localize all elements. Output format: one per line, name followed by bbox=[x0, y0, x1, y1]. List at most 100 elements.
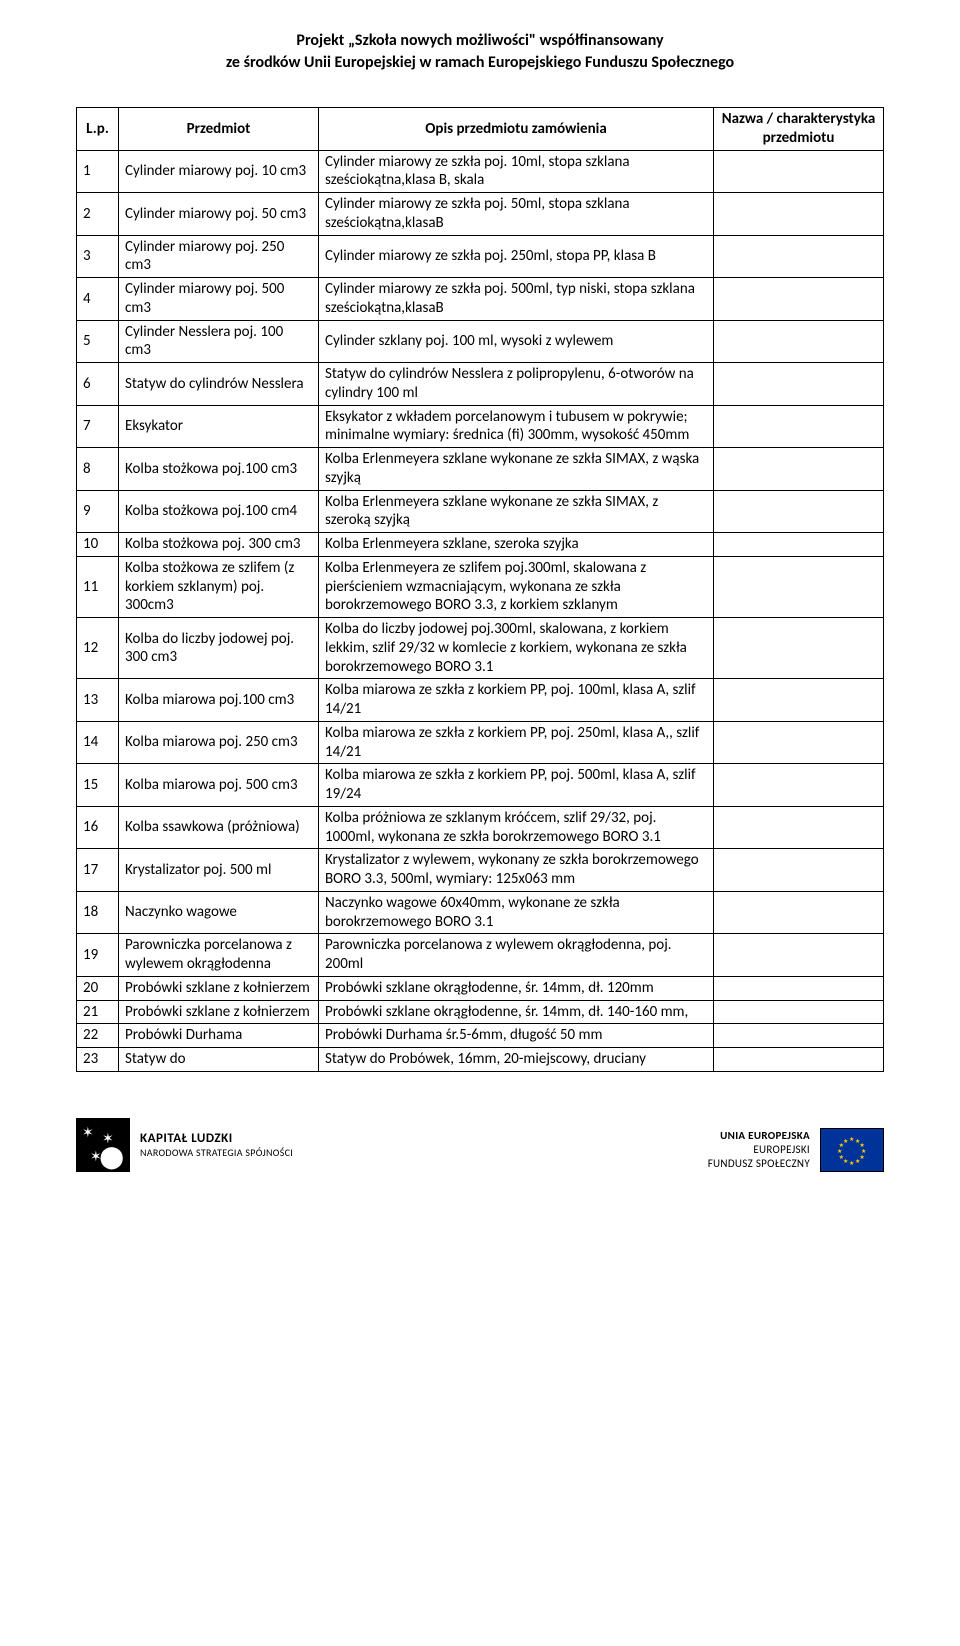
cell-lp: 10 bbox=[77, 533, 119, 557]
cell-lp: 18 bbox=[77, 891, 119, 934]
cell-subject: Cylinder Nesslera poj. 100 cm3 bbox=[119, 320, 319, 363]
footer-left-line1: KAPITAŁ LUDZKI bbox=[140, 1132, 293, 1147]
cell-subject: Krystalizator poj. 500 ml bbox=[119, 849, 319, 892]
cell-description: Cylinder miarowy ze szkła poj. 250ml, st… bbox=[319, 235, 714, 278]
cell-subject: Kolba stożkowa poj. 300 cm3 bbox=[119, 533, 319, 557]
cell-name bbox=[714, 556, 884, 617]
cell-lp: 9 bbox=[77, 490, 119, 533]
cell-subject: Kolba miarowa poj. 500 cm3 bbox=[119, 764, 319, 807]
cell-name bbox=[714, 1024, 884, 1048]
cell-lp: 8 bbox=[77, 448, 119, 491]
cell-name bbox=[714, 934, 884, 977]
cell-description: Eksykator z wkładem porcelanowym i tubus… bbox=[319, 405, 714, 448]
table-row: 20Probówki szklane z kołnierzemProbówki … bbox=[77, 976, 884, 1000]
cell-lp: 19 bbox=[77, 934, 119, 977]
cell-name bbox=[714, 448, 884, 491]
table-row: 8Kolba stożkowa poj.100 cm3Kolba Erlenme… bbox=[77, 448, 884, 491]
cell-lp: 12 bbox=[77, 618, 119, 679]
document-header: Projekt „Szkoła nowych możliwości" współ… bbox=[76, 30, 884, 73]
cell-description: Probówki szklane okrągłodenne, śr. 14mm,… bbox=[319, 976, 714, 1000]
cell-name bbox=[714, 618, 884, 679]
table-row: 4Cylinder miarowy poj. 500 cm3Cylinder m… bbox=[77, 278, 884, 321]
footer-right-line1: UNIA EUROPEJSKA bbox=[708, 1129, 810, 1143]
table-row: 21Probówki szklane z kołnierzemProbówki … bbox=[77, 1000, 884, 1024]
cell-lp: 22 bbox=[77, 1024, 119, 1048]
cell-description: Kolba Erlenmeyera ze szlifem poj.300ml, … bbox=[319, 556, 714, 617]
cell-description: Probówki Durhama śr.5-6mm, długość 50 mm bbox=[319, 1024, 714, 1048]
table-row: 14Kolba miarowa poj. 250 cm3Kolba miarow… bbox=[77, 721, 884, 764]
cell-name bbox=[714, 320, 884, 363]
cell-name bbox=[714, 679, 884, 722]
cell-subject: Naczynko wagowe bbox=[119, 891, 319, 934]
cell-description: Statyw do cylindrów Nesslera z polipropy… bbox=[319, 363, 714, 406]
col-name: Nazwa / charakterystyka przedmiotu bbox=[714, 108, 884, 151]
cell-description: Kolba miarowa ze szkła z korkiem PP, poj… bbox=[319, 679, 714, 722]
cell-lp: 2 bbox=[77, 193, 119, 236]
table-row: 15Kolba miarowa poj. 500 cm3Kolba miarow… bbox=[77, 764, 884, 807]
cell-subject: Cylinder miarowy poj. 500 cm3 bbox=[119, 278, 319, 321]
cell-lp: 13 bbox=[77, 679, 119, 722]
cell-description: Parowniczka porcelanowa z wylewem okrągł… bbox=[319, 934, 714, 977]
cell-name bbox=[714, 363, 884, 406]
cell-subject: Kolba stożkowa poj.100 cm3 bbox=[119, 448, 319, 491]
cell-subject: Kolba miarowa poj. 250 cm3 bbox=[119, 721, 319, 764]
cell-description: Kolba miarowa ze szkła z korkiem PP, poj… bbox=[319, 721, 714, 764]
cell-lp: 11 bbox=[77, 556, 119, 617]
cell-subject: Statyw do bbox=[119, 1048, 319, 1072]
cell-description: Kolba Erlenmeyera szklane wykonane ze sz… bbox=[319, 490, 714, 533]
cell-lp: 16 bbox=[77, 806, 119, 849]
table-row: 11Kolba stożkowa ze szlifem (z korkiem s… bbox=[77, 556, 884, 617]
cell-name bbox=[714, 721, 884, 764]
cell-description: Naczynko wagowe 60x40mm, wykonane ze szk… bbox=[319, 891, 714, 934]
cell-subject: Eksykator bbox=[119, 405, 319, 448]
cell-name bbox=[714, 1000, 884, 1024]
cell-subject: Kolba stożkowa poj.100 cm4 bbox=[119, 490, 319, 533]
cell-description: Statyw do Probówek, 16mm, 20-miejscowy, … bbox=[319, 1048, 714, 1072]
footer-left-line2: NARODOWA STRATEGIA SPÓJNOŚCI bbox=[140, 1147, 293, 1159]
eu-flag-icon: ★★★★★★★★★★★★ bbox=[820, 1128, 884, 1172]
cell-subject: Probówki szklane z kołnierzem bbox=[119, 1000, 319, 1024]
cell-subject: Kolba ssawkowa (próżniowa) bbox=[119, 806, 319, 849]
cell-name bbox=[714, 849, 884, 892]
cell-subject: Kolba do liczby jodowej poj. 300 cm3 bbox=[119, 618, 319, 679]
cell-lp: 15 bbox=[77, 764, 119, 807]
cell-description: Kolba próżniowa ze szklanym króćcem, szl… bbox=[319, 806, 714, 849]
table-row: 5Cylinder Nesslera poj. 100 cm3Cylinder … bbox=[77, 320, 884, 363]
cell-lp: 3 bbox=[77, 235, 119, 278]
table-row: 17Krystalizator poj. 500 mlKrystalizator… bbox=[77, 849, 884, 892]
cell-name bbox=[714, 976, 884, 1000]
cell-subject: Cylinder miarowy poj. 250 cm3 bbox=[119, 235, 319, 278]
cell-subject: Probówki szklane z kołnierzem bbox=[119, 976, 319, 1000]
table-row: 19Parowniczka porcelanowa z wylewem okrą… bbox=[77, 934, 884, 977]
cell-name bbox=[714, 193, 884, 236]
table-row: 7EksykatorEksykator z wkładem porcelanow… bbox=[77, 405, 884, 448]
table-row: 12Kolba do liczby jodowej poj. 300 cm3Ko… bbox=[77, 618, 884, 679]
table-head: L.p. Przedmiot Opis przedmiotu zamówieni… bbox=[77, 108, 884, 151]
cell-description: Kolba do liczby jodowej poj.300ml, skalo… bbox=[319, 618, 714, 679]
cell-lp: 23 bbox=[77, 1048, 119, 1072]
cell-name bbox=[714, 533, 884, 557]
cell-description: Probówki szklane okrągłodenne, śr. 14mm,… bbox=[319, 1000, 714, 1024]
table-row: 18Naczynko wagoweNaczynko wagowe 60x40mm… bbox=[77, 891, 884, 934]
cell-description: Krystalizator z wylewem, wykonany ze szk… bbox=[319, 849, 714, 892]
cell-name bbox=[714, 235, 884, 278]
col-description: Opis przedmiotu zamówienia bbox=[319, 108, 714, 151]
cell-name bbox=[714, 490, 884, 533]
footer-right-line3: FUNDUSZ SPOŁECZNY bbox=[708, 1157, 810, 1171]
table-row: 16Kolba ssawkowa (próżniowa)Kolba próżni… bbox=[77, 806, 884, 849]
cell-subject: Cylinder miarowy poj. 10 cm3 bbox=[119, 150, 319, 193]
cell-name bbox=[714, 405, 884, 448]
cell-subject: Probówki Durhama bbox=[119, 1024, 319, 1048]
cell-lp: 14 bbox=[77, 721, 119, 764]
cell-subject: Cylinder miarowy poj. 50 cm3 bbox=[119, 193, 319, 236]
cell-subject: Parowniczka porcelanowa z wylewem okrągł… bbox=[119, 934, 319, 977]
cell-subject: Kolba stożkowa ze szlifem (z korkiem szk… bbox=[119, 556, 319, 617]
cell-subject: Statyw do cylindrów Nesslera bbox=[119, 363, 319, 406]
kapital-ludzki-icon: ✶ ✶ ✶ ⬤ bbox=[76, 1118, 130, 1172]
table-row: 23Statyw doStatyw do Probówek, 16mm, 20-… bbox=[77, 1048, 884, 1072]
cell-lp: 1 bbox=[77, 150, 119, 193]
table-body: 1Cylinder miarowy poj. 10 cm3Cylinder mi… bbox=[77, 150, 884, 1071]
cell-description: Kolba Erlenmeyera szklane, szeroka szyjk… bbox=[319, 533, 714, 557]
cell-subject: Kolba miarowa poj.100 cm3 bbox=[119, 679, 319, 722]
table-row: 22Probówki DurhamaProbówki Durhama śr.5-… bbox=[77, 1024, 884, 1048]
